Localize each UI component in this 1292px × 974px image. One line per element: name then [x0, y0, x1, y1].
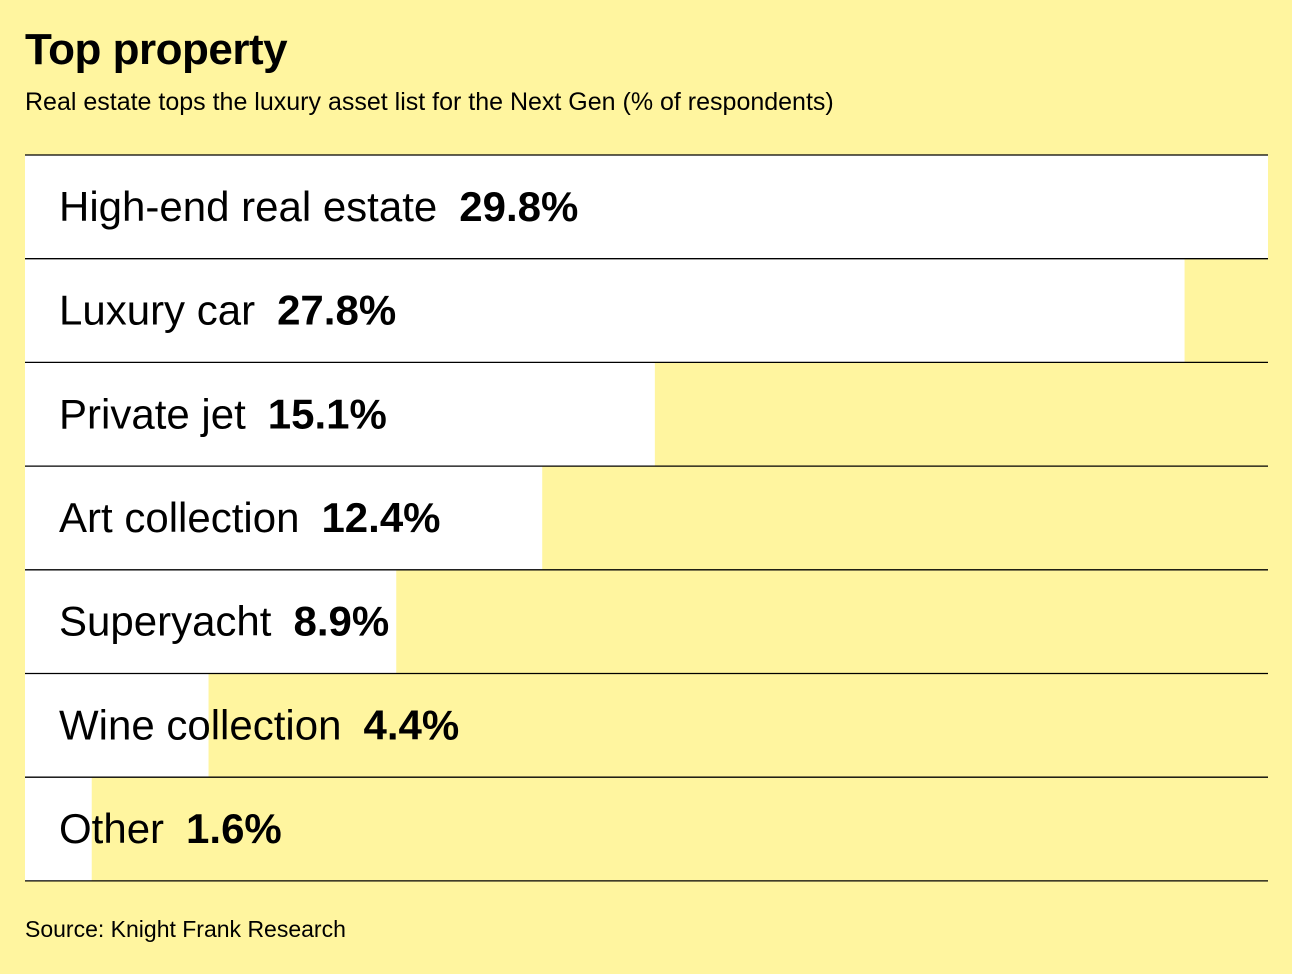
bar: [25, 466, 543, 570]
category-name: Other: [59, 805, 164, 852]
bar: [25, 155, 1268, 259]
category-label: Wine collection 4.4%: [59, 701, 459, 748]
category-name: Wine collection: [59, 701, 341, 748]
value-label: 4.4%: [363, 701, 459, 748]
source-note: Source: Knight Frank Research: [25, 916, 346, 942]
category-label: Superyacht 8.9%: [59, 598, 389, 645]
bar: [25, 258, 1185, 363]
category-label: High-end real estate 29.8%: [59, 183, 578, 230]
value-label: 27.8%: [277, 287, 396, 334]
value-label: 29.8%: [459, 183, 578, 230]
category-name: High-end real estate: [59, 183, 437, 230]
category-name: Luxury car: [59, 287, 255, 334]
bar: [25, 673, 209, 778]
category-label: Luxury car 27.8%: [59, 287, 396, 334]
bar: [25, 362, 655, 467]
category-name: Private jet: [59, 390, 246, 437]
chart-title: Top property: [25, 25, 288, 74]
value-label: 12.4%: [321, 494, 440, 541]
category-name: Superyacht: [59, 598, 272, 645]
category-label: Private jet 15.1%: [59, 390, 387, 437]
value-label: 15.1%: [268, 390, 387, 437]
value-label: 1.6%: [186, 805, 282, 852]
value-label: 8.9%: [293, 598, 389, 645]
chart-subtitle: Real estate tops the luxury asset list f…: [25, 88, 834, 116]
bar: [25, 777, 92, 881]
bar: [25, 569, 397, 674]
category-label: Art collection 12.4%: [59, 494, 441, 541]
category-label: Other 1.6%: [59, 805, 282, 852]
category-name: Art collection: [59, 494, 299, 541]
